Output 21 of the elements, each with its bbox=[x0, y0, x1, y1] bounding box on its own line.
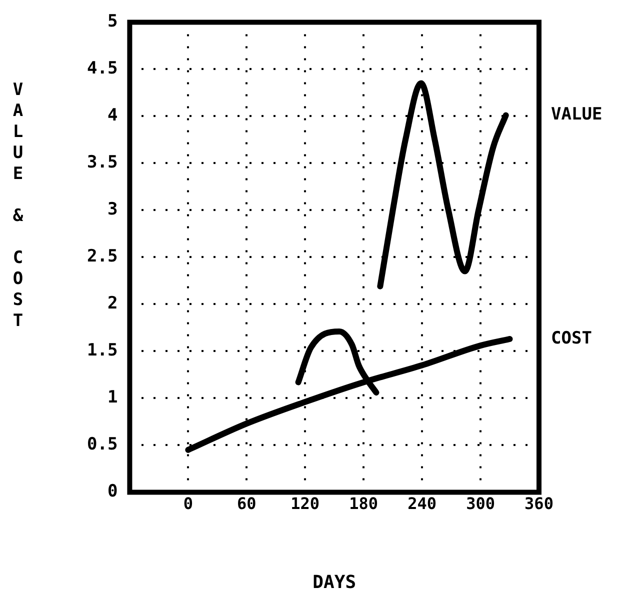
x-tick-label: 60 bbox=[237, 494, 256, 513]
text: VALUE bbox=[551, 104, 602, 125]
y-axis-title: VALUE & COST bbox=[8, 80, 28, 332]
y-tick-label: 1 bbox=[107, 388, 118, 408]
y-tick-label: 5 bbox=[107, 12, 118, 32]
y-tick-label: 4.5 bbox=[86, 58, 118, 79]
y-tick-label: 2.5 bbox=[86, 246, 118, 267]
text: COST bbox=[551, 328, 592, 348]
x-tick-label: 120 bbox=[290, 494, 320, 513]
x-tick-label: 180 bbox=[349, 494, 378, 513]
x-axis-title: DAYS bbox=[312, 572, 356, 593]
y-tick-label: 4 bbox=[107, 106, 118, 126]
x-tick-label: 300 bbox=[466, 494, 495, 513]
x-tick-label: 240 bbox=[408, 494, 437, 513]
x-tick-label: 360 bbox=[524, 494, 554, 513]
x-tick-label: 0 bbox=[183, 494, 193, 513]
y-tick-label: 0.5 bbox=[86, 434, 118, 455]
y-tick-label: 3.5 bbox=[86, 152, 118, 173]
y-tick-label: 2 bbox=[107, 294, 118, 314]
y-tick-label: 3 bbox=[107, 200, 118, 220]
y-tick-label: 1.5 bbox=[86, 340, 118, 361]
